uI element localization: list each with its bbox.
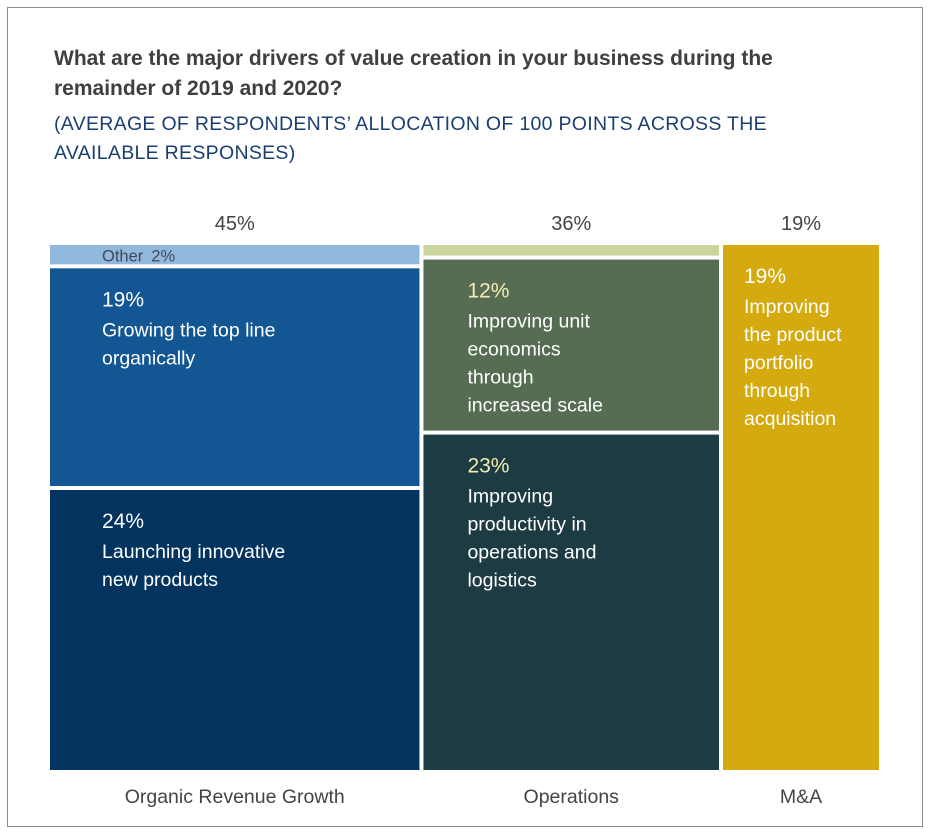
- segment-value: 2%: [151, 247, 175, 265]
- segment-description: Improving the product portfolio through acqu…: [744, 296, 842, 430]
- segment-description-line: portfolio: [744, 352, 814, 374]
- segment-description-line: increased scale: [467, 395, 603, 417]
- segment-label: Other 2%: [102, 247, 175, 265]
- segment-description-line: Growing the top line: [102, 319, 275, 341]
- segment-description-line: through: [744, 380, 810, 402]
- segment-description: Improving unit economics through increased …: [467, 311, 603, 417]
- segment-bar: [50, 490, 420, 770]
- segment-description-line: Launching innovative: [102, 541, 285, 563]
- segment-description-line: organically: [102, 347, 195, 369]
- chart-frame: [7, 7, 923, 827]
- segment-description-line: Improving: [744, 296, 830, 318]
- segment-description-line: Improving unit: [467, 311, 590, 333]
- segment-description-line: economics: [467, 339, 560, 361]
- segment-description: Improving productivity in operations and lo…: [467, 486, 596, 592]
- segment-description: Launching innovative new products: [102, 541, 285, 591]
- column-total-label: 45%: [215, 213, 255, 235]
- segment-description-line: new products: [102, 569, 218, 591]
- chart-subtitle: (AVERAGE OF RESPONDENTS’ ALLOCATION OF 1…: [54, 113, 767, 164]
- segment-description-line: operations and: [467, 542, 596, 564]
- segment-bar: [423, 259, 720, 431]
- segment-value-label: 19%: [744, 265, 786, 288]
- segment-bar: [50, 268, 420, 486]
- category-label: Operations: [524, 786, 620, 808]
- segment-description: Growing the top line organically: [102, 319, 275, 369]
- segment-bar: [423, 245, 720, 256]
- segment-description-line: through: [467, 367, 533, 389]
- segment-value-label: 24%: [102, 510, 144, 533]
- segment-description-line: Improving: [467, 486, 553, 508]
- segment-value-label: 12%: [467, 280, 509, 303]
- column-total-label: 36%: [551, 213, 591, 235]
- segment-description-line: productivity in: [467, 514, 586, 536]
- category-label: M&A: [780, 786, 822, 808]
- segment-description-line: the product: [744, 324, 842, 346]
- chart-title: What are the major drivers of value crea…: [54, 47, 773, 100]
- segment-value-label: 19%: [102, 288, 144, 311]
- category-label: Organic Revenue Growth: [125, 786, 345, 808]
- segment-bar: [423, 434, 720, 770]
- column-total-label: 19%: [781, 213, 821, 235]
- segment-description-line: logistics: [467, 570, 537, 592]
- segment-bar: [723, 245, 879, 770]
- segment-value-label: 23%: [467, 455, 509, 478]
- segment-name: Other: [102, 247, 144, 265]
- segment-description-line: acquisition: [744, 408, 836, 430]
- segment-bar: [50, 245, 420, 265]
